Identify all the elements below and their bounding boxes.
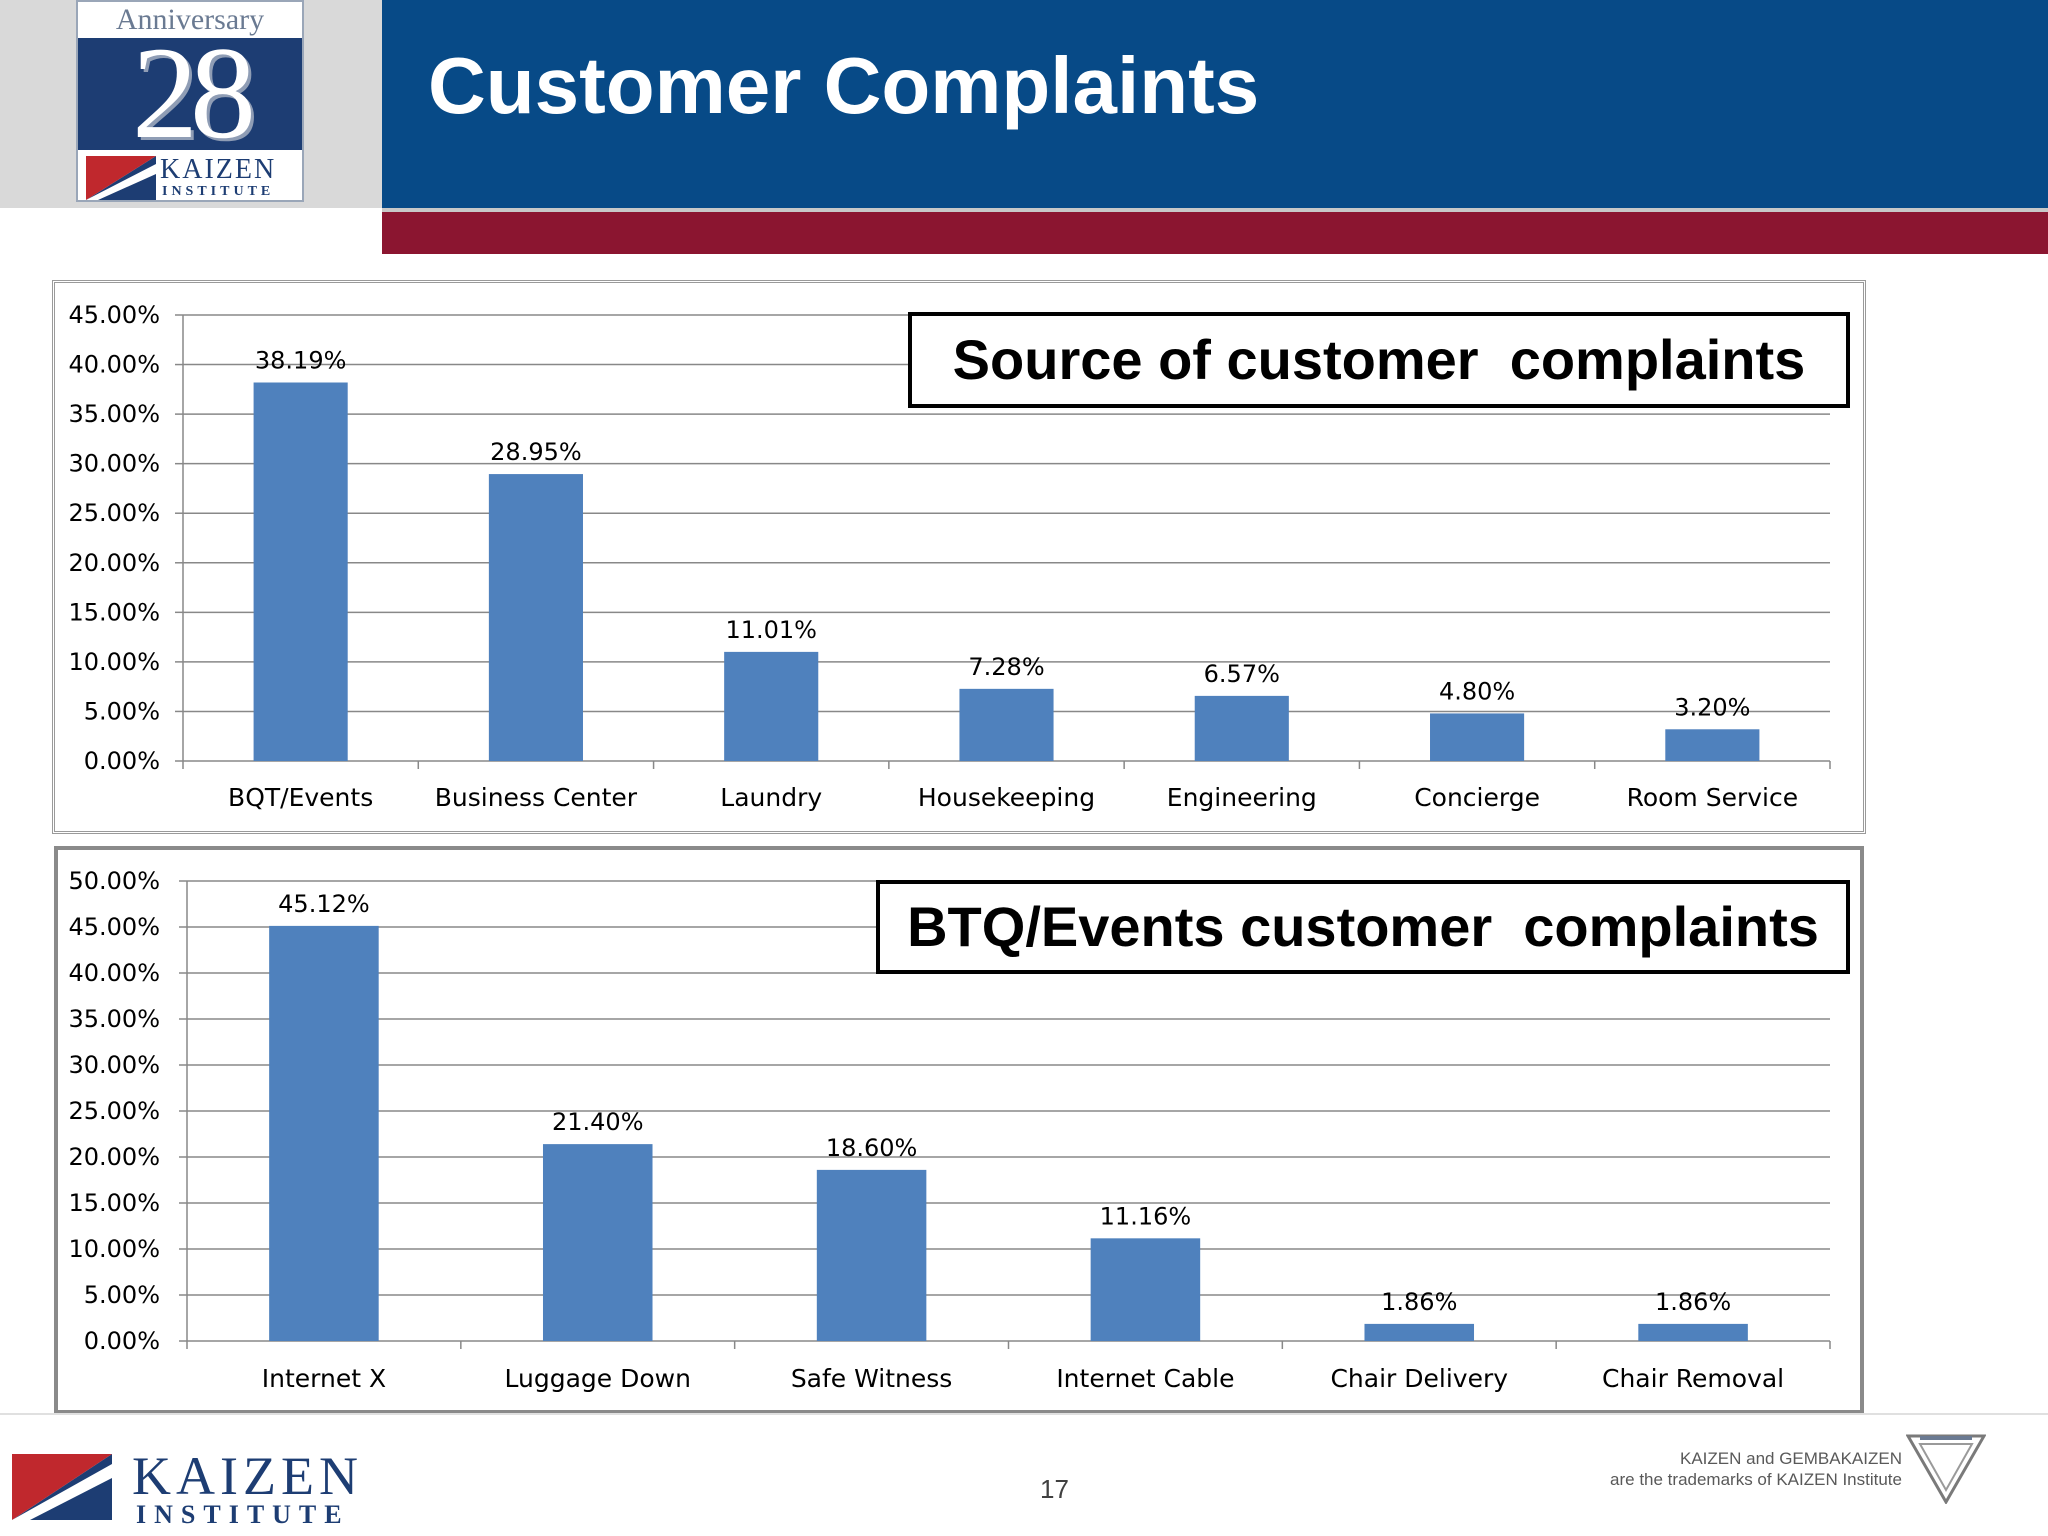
y-tick-label: 10.00% xyxy=(68,1235,160,1263)
anniversary-logo: Anniversary 28 KAIZEN INSTITUTE xyxy=(76,0,304,202)
y-tick-label: 20.00% xyxy=(68,1143,160,1171)
data-label: 28.95% xyxy=(490,438,582,466)
bar-engineering xyxy=(1194,695,1289,761)
category-label: BQT/Events xyxy=(228,783,373,812)
y-tick-label: 15.00% xyxy=(68,1189,160,1217)
bar-luggage-down xyxy=(542,1144,653,1341)
bar-bqt-events xyxy=(253,382,348,761)
data-label: 1.86% xyxy=(1381,1288,1457,1316)
y-tick-label: 45.00% xyxy=(68,301,160,329)
y-tick-label: 20.00% xyxy=(68,549,160,577)
category-label: Engineering xyxy=(1167,783,1317,812)
category-label: Luggage Down xyxy=(505,1364,691,1393)
y-tick-label: 25.00% xyxy=(68,499,160,527)
bar-business-center xyxy=(488,474,583,761)
logo-brand: KAIZEN xyxy=(160,154,277,185)
data-label: 18.60% xyxy=(826,1134,918,1162)
chart-title-btq: BTQ/Events customer complaints xyxy=(876,880,1850,974)
y-tick-label: 0.00% xyxy=(84,1327,160,1355)
y-tick-label: 40.00% xyxy=(68,351,160,379)
bar-internet-x xyxy=(269,925,379,1341)
gemba-emblem-icon xyxy=(1906,1434,1986,1504)
category-label: Room Service xyxy=(1627,783,1799,812)
bar-safe-witness xyxy=(816,1169,927,1341)
category-label: Concierge xyxy=(1414,783,1540,812)
header-divider xyxy=(382,208,2048,212)
bar-chair-removal xyxy=(1638,1323,1748,1341)
footer-brand: KAIZEN xyxy=(132,1446,363,1506)
data-label: 7.28% xyxy=(968,653,1044,681)
footer-divider xyxy=(0,1413,2048,1415)
footer-subbrand: INSTITUTE xyxy=(136,1500,350,1529)
chart-title-source: Source of customer complaints xyxy=(908,312,1850,408)
category-label: Internet Cable xyxy=(1056,1364,1234,1393)
trademark-notice: KAIZEN and GEMBAKAIZEN are the trademark… xyxy=(1610,1448,1902,1490)
y-tick-label: 10.00% xyxy=(68,648,160,676)
data-label: 45.12% xyxy=(278,890,370,918)
bar-concierge xyxy=(1430,713,1525,761)
kaizen-flag-icon xyxy=(86,156,156,200)
y-tick-label: 35.00% xyxy=(68,400,160,428)
category-label: Business Center xyxy=(435,783,638,812)
y-tick-label: 5.00% xyxy=(84,697,160,725)
y-tick-label: 35.00% xyxy=(68,1005,160,1033)
logo-bottom: KAIZEN INSTITUTE xyxy=(78,150,302,200)
category-label: Laundry xyxy=(720,783,822,812)
y-tick-label: 45.00% xyxy=(68,913,160,941)
category-label: Safe Witness xyxy=(791,1364,953,1393)
data-label: 11.01% xyxy=(725,616,817,644)
data-label: 4.80% xyxy=(1439,677,1515,705)
logo-number: 28 xyxy=(132,19,256,166)
category-label: Housekeeping xyxy=(918,783,1095,812)
header-band xyxy=(382,0,2048,208)
y-tick-label: 30.00% xyxy=(68,1051,160,1079)
trademark-line-1: KAIZEN and GEMBAKAIZEN xyxy=(1679,1449,1902,1468)
bar-housekeeping xyxy=(959,688,1054,761)
data-label: 11.16% xyxy=(1100,1202,1192,1230)
category-label: Chair Delivery xyxy=(1330,1364,1508,1393)
bar-room-service xyxy=(1665,729,1760,761)
data-label: 21.40% xyxy=(552,1108,644,1136)
page-title: Customer Complaints xyxy=(428,41,1260,130)
y-tick-label: 30.00% xyxy=(68,450,160,478)
y-tick-label: 15.00% xyxy=(68,598,160,626)
data-label: 38.19% xyxy=(255,346,347,374)
category-label: Chair Removal xyxy=(1602,1364,1784,1393)
header-red-stripe xyxy=(382,212,2048,254)
logo-top-text: Anniversary xyxy=(78,2,302,38)
kaizen-flag-icon xyxy=(12,1454,112,1520)
data-label: 6.57% xyxy=(1204,660,1280,688)
bar-laundry xyxy=(724,651,819,761)
page-number: 17 xyxy=(1040,1474,1069,1504)
bar-chair-delivery xyxy=(1364,1323,1475,1341)
y-tick-label: 25.00% xyxy=(68,1097,160,1125)
bar-internet-cable xyxy=(1090,1238,1201,1341)
data-label: 1.86% xyxy=(1655,1288,1731,1316)
y-tick-label: 50.00% xyxy=(68,867,160,895)
y-tick-label: 0.00% xyxy=(84,747,160,775)
y-tick-label: 5.00% xyxy=(84,1281,160,1309)
logo-subbrand: INSTITUTE xyxy=(162,184,275,199)
y-tick-label: 40.00% xyxy=(68,959,160,987)
category-label: Internet X xyxy=(262,1364,386,1393)
trademark-line-2: are the trademarks of KAIZEN Institute xyxy=(1610,1470,1902,1489)
data-label: 3.20% xyxy=(1674,693,1750,721)
